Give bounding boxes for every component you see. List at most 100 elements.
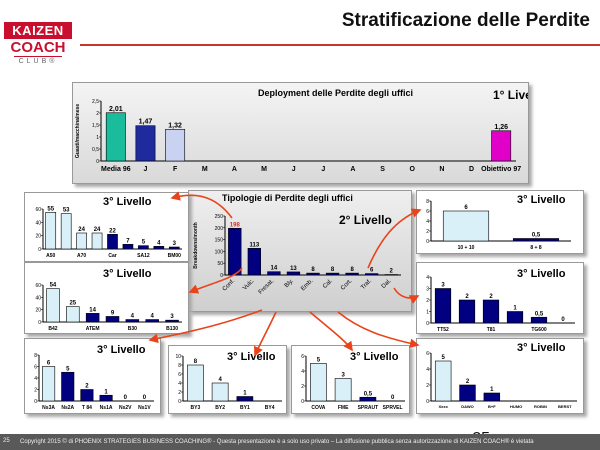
- data-label: 54: [50, 283, 57, 289]
- level-label: 3° Livello: [350, 351, 399, 363]
- y-tick-label: 2: [34, 388, 37, 394]
- bar: [105, 112, 126, 162]
- y-tick-label: 250: [215, 214, 224, 220]
- x-tick-label: Ns2A: [61, 405, 74, 411]
- x-tick-label: DAWO: [461, 404, 473, 409]
- data-label: 1,26: [494, 124, 508, 131]
- data-label: 8: [311, 267, 315, 273]
- bar: [458, 299, 476, 324]
- data-label: 14: [271, 266, 278, 272]
- bar: [66, 306, 80, 323]
- x-tick-label: Cal.: [322, 278, 334, 290]
- y-tick-label: 8: [426, 199, 429, 205]
- bar: [267, 271, 281, 276]
- y-tick-label: 8: [34, 353, 37, 359]
- data-label: 3: [341, 373, 345, 379]
- bar: [365, 273, 379, 276]
- y-tick-label: 2: [178, 390, 181, 396]
- data-label: 6: [370, 268, 374, 274]
- bar: [105, 316, 120, 323]
- x-tick-label: S: [380, 166, 385, 173]
- y-tick-label: 3: [426, 287, 429, 293]
- bar: [153, 246, 165, 250]
- data-label: 24: [94, 227, 101, 233]
- logo: KAIZEN COACH CLUB®: [4, 22, 72, 78]
- data-label: 5: [441, 355, 445, 361]
- data-label: 1: [513, 306, 517, 312]
- bar: [60, 213, 72, 250]
- x-tick-label: A: [232, 166, 237, 173]
- data-label: 198: [230, 222, 241, 228]
- chart-panel-level3-d: 0 1 2 3 4 3 TT52 2 2 T81 1 0,5 TG600 0 3° Livello: [416, 262, 584, 334]
- y-axis-label: Guasti/macchina/mese: [75, 104, 81, 158]
- data-label: 6: [464, 205, 468, 211]
- bar: [434, 360, 452, 402]
- y-tick-label: 10: [175, 354, 181, 360]
- logo-line-3: CLUB®: [14, 56, 62, 67]
- x-tick-label: F: [173, 166, 178, 173]
- y-tick-label: 20: [35, 234, 41, 240]
- x-tick-label: Fresat.: [258, 278, 276, 296]
- y-tick-label: 0: [301, 399, 304, 405]
- data-label: 13: [290, 266, 297, 272]
- bar: [459, 384, 476, 402]
- chart-panel-level3-b: 0 20 40 60 54 B42 25 14 ATEM 9 4 B30 4 3 B130 3° Livell…: [24, 262, 189, 334]
- bar: [125, 319, 140, 323]
- y-tick-label: 0: [38, 320, 41, 326]
- y-tick-label: 4: [426, 275, 429, 281]
- chart-c8: 0 2 4 6 8 10 8 BY3 4 BY2 1 BY1 BY4 3° Livello: [175, 351, 282, 411]
- y-tick-label: 4: [426, 367, 429, 373]
- data-label: 5: [66, 366, 70, 372]
- bar: [247, 248, 261, 276]
- level-label: 3° Livello: [517, 268, 566, 280]
- x-tick-label: O: [410, 166, 416, 173]
- bar: [434, 288, 452, 324]
- bar: [530, 316, 548, 324]
- chart-panel-level3-g: 0 2 4 6 5 COVA 3 FME 0,5 SPRAUT 0 SPRVEL 3° Livello: [291, 345, 410, 414]
- x-tick-label: SA12: [137, 253, 150, 259]
- y-tick-label: 60: [35, 283, 41, 289]
- x-tick-label: Obiettivo 97: [481, 166, 521, 173]
- chart-c5: 0 2 4 6 8 6 10 + 10 0,5 8 + 8 3° Livello: [426, 194, 571, 251]
- data-label: 2: [466, 379, 470, 385]
- x-tick-label: ROBIN: [534, 404, 547, 409]
- y-tick-label: 60: [35, 207, 41, 213]
- data-label: 2: [489, 294, 493, 300]
- data-label: 4: [157, 240, 161, 246]
- data-label: 3: [170, 314, 174, 320]
- level-label: 1° Livello: [493, 88, 528, 102]
- level-label: 3° Livello: [517, 194, 566, 206]
- chart-c7: 0 2 4 6 8 6 Ns3A 5 Ns2A 2 T 84 1 Ns1A 0 Ns2V 0 Ns1V 3° Li…: [34, 344, 154, 411]
- y-tick-label: 0: [178, 399, 181, 405]
- data-label: 2,01: [109, 106, 123, 113]
- bar: [506, 311, 524, 324]
- y-tick-label: 100: [215, 249, 224, 255]
- y-tick-label: 200: [215, 226, 224, 232]
- x-tick-label: J: [144, 166, 148, 173]
- data-label: 1,32: [168, 122, 182, 129]
- data-label: 0,5: [364, 391, 373, 397]
- x-tick-label: Car: [108, 253, 116, 259]
- y-tick-label: 4: [301, 369, 304, 375]
- data-label: 14: [89, 307, 96, 313]
- x-tick-label: Vulc.: [242, 278, 256, 292]
- x-tick-label: B+F: [488, 404, 496, 409]
- level-label: 3° Livello: [227, 351, 276, 363]
- bar: [228, 227, 242, 276]
- chart-c3: 0 20 40 60 55 A50 53 24 A70 24 22 Car 7 5 SA12 4 3 BM00 3°…: [35, 196, 182, 259]
- x-tick-label: T 84: [82, 405, 92, 411]
- x-tick-label: SPRAUT: [358, 405, 379, 411]
- y-tick-label: 1,5: [92, 123, 99, 129]
- data-label: 1,47: [139, 119, 153, 126]
- y-tick-label: 40: [35, 220, 41, 226]
- y-tick-label: 0: [426, 321, 429, 327]
- data-label: 7: [126, 238, 130, 244]
- chart-panel-level3-e: 0 2 4 6 8 6 Ns3A 5 Ns2A 2 T 84 1 Ns1A 0 Ns2V 0 Ns1V 3° Li…: [24, 338, 161, 414]
- x-tick-label: BY4: [265, 405, 275, 411]
- x-tick-label: FME: [338, 405, 349, 411]
- chart-panel-level3-a: 0 20 40 60 55 A50 53 24 A70 24 22 Car 7 5 SA12 4 3 BM00 3°…: [24, 192, 189, 262]
- x-tick-label: A50: [46, 253, 55, 259]
- x-tick-label: N: [439, 166, 444, 173]
- y-tick-label: 2: [96, 111, 99, 117]
- y-tick-label: 4: [426, 219, 429, 225]
